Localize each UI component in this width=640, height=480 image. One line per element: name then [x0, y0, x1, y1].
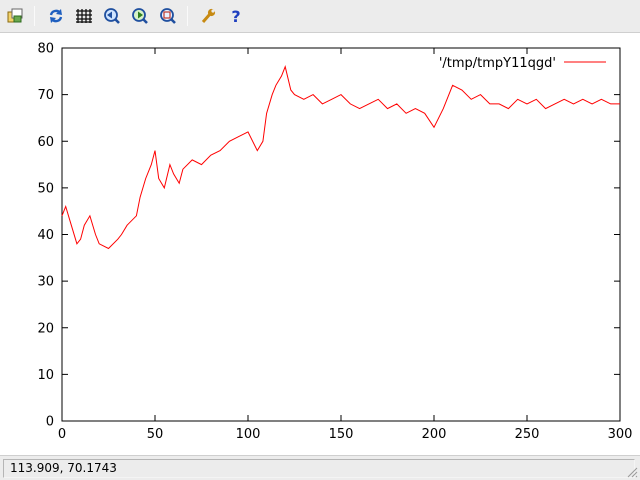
zoom-previous-icon	[104, 8, 120, 24]
y-tick-label: 30	[37, 275, 54, 290]
replot-icon	[49, 9, 63, 23]
line-chart[interactable]: 0 10 20 30 40 50 60 70 80 0 50 100 150 200 250 300 '/tmp…	[0, 33, 640, 455]
y-tick-label: 40	[37, 228, 54, 243]
coordinate-readout: 113.909, 70.1743	[3, 459, 635, 478]
legend-label: '/tmp/tmpY11qgd'	[439, 56, 556, 71]
x-tick-label: 200	[422, 427, 447, 442]
x-tick-label: 50	[147, 427, 164, 442]
help-button[interactable]: ?	[225, 5, 247, 27]
zoom-next-icon	[132, 8, 148, 24]
grid-button[interactable]	[73, 5, 95, 27]
series-line	[61, 65, 620, 250]
autoscale-button[interactable]	[157, 5, 179, 27]
x-tick-label: 250	[515, 427, 540, 442]
autoscale-icon	[160, 8, 176, 24]
toolbar: ?	[0, 0, 640, 33]
svg-text:?: ?	[231, 7, 240, 25]
zoom-next-button[interactable]	[129, 5, 151, 27]
y-tick-label: 50	[37, 181, 54, 196]
x-tick-label: 150	[329, 427, 354, 442]
y-tick-label: 0	[46, 415, 54, 430]
y-tick-label: 10	[37, 368, 54, 383]
y-tick-label: 60	[37, 135, 54, 150]
x-tick-label: 100	[236, 427, 261, 442]
y-tick-label: 20	[37, 321, 54, 336]
y-tick-label: 80	[37, 42, 54, 57]
plot-frame	[61, 47, 621, 422]
status-bar: 113.909, 70.1743	[0, 455, 640, 480]
help-icon: ?	[231, 7, 240, 25]
options-wrench-icon	[201, 8, 216, 23]
export-button[interactable]	[4, 5, 26, 27]
plot-area[interactable]: 0 10 20 30 40 50 60 70 80 0 50 100 150 200 250 300 '/tmp…	[0, 33, 640, 455]
y-tick-label: 70	[37, 88, 54, 103]
replot-button[interactable]	[45, 5, 67, 27]
grid-icon	[76, 9, 92, 23]
options-button[interactable]	[197, 5, 219, 27]
zoom-previous-button[interactable]	[101, 5, 123, 27]
x-tick-label: 0	[58, 427, 66, 442]
resize-grip-icon[interactable]	[626, 466, 638, 478]
export-icon	[7, 8, 23, 23]
x-tick-label: 300	[608, 427, 633, 442]
